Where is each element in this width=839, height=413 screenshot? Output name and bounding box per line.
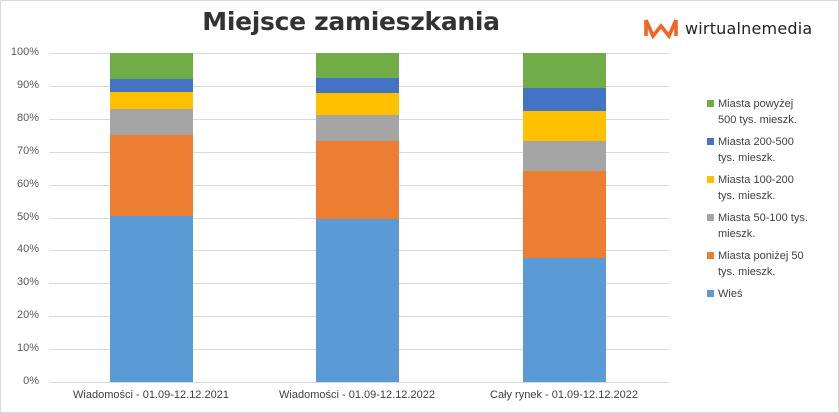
bar-segment: [523, 257, 606, 382]
legend-item-100-200k: Miasta 100-200 tys. mieszk.: [707, 172, 832, 204]
y-tick-label: 50%: [16, 211, 39, 223]
stacked-bar: [523, 52, 606, 382]
legend-label: 500 tys. mieszk.: [718, 114, 797, 126]
bar-segment: [110, 108, 193, 136]
legend-swatch-icon: [707, 252, 714, 259]
bar-segment: [110, 78, 193, 93]
legend-label: tys. mieszk.: [718, 266, 776, 278]
legend-label: Miasta 100-200: [718, 174, 794, 186]
y-tick-label: 60%: [16, 178, 39, 190]
legend-label: Miasta 200-500: [718, 136, 794, 148]
wirtualnemedia-logo: wirtualnemedia: [644, 14, 812, 42]
bar-segment: [316, 92, 399, 116]
legend-swatch-icon: [707, 176, 714, 183]
bar-segment: [316, 77, 399, 93]
y-tick-label: 20%: [16, 309, 39, 321]
x-axis-label: Cały rynek - 01.09-12.12.2022: [490, 389, 638, 401]
stacked-bar: [316, 52, 399, 382]
legend-label: Miasta 50-100 tys.: [718, 212, 808, 224]
bar-segment: [316, 140, 399, 219]
legend-item-below-50k: Miasta poniżej 50 tys. mieszk.: [707, 248, 832, 280]
legend-label: mieszk.: [718, 228, 756, 240]
legend-swatch-icon: [707, 290, 714, 297]
y-tick-label: 40%: [16, 243, 39, 255]
bar-segment: [523, 87, 606, 111]
legend-label: tys. mieszk.: [718, 152, 776, 164]
bar-segment: [523, 170, 606, 258]
bar-segment: [110, 134, 193, 216]
logo-text: wirtualnemedia: [685, 18, 813, 38]
wm-logo-icon: [644, 19, 678, 39]
y-tick-label: 70%: [16, 145, 39, 157]
stacked-bar: [110, 52, 193, 382]
legend-item-200-500k: Miasta 200-500 tys. mieszk.: [707, 134, 832, 166]
x-axis-label: Wiadomości - 01.09-12.12.2021: [73, 389, 229, 401]
legend-swatch-icon: [707, 138, 714, 145]
bar-segment: [110, 52, 193, 79]
legend-item-above-500k: Miasta powyżej 500 tys. mieszk.: [707, 96, 832, 128]
bar-segment: [316, 218, 399, 382]
bar-segment: [316, 114, 399, 141]
legend-swatch-icon: [707, 214, 714, 221]
legend-label: tys. mieszk.: [718, 190, 776, 202]
y-tick-label: 30%: [16, 276, 39, 288]
legend-swatch-icon: [707, 100, 714, 107]
bar-segment: [316, 52, 399, 79]
legend-label: Miasta poniżej 50: [718, 250, 804, 262]
bar-segment: [110, 215, 193, 382]
legend-label: Wieś: [718, 288, 743, 300]
y-tick-label: 80%: [16, 112, 39, 124]
y-tick-label: 0%: [23, 375, 39, 387]
chart-title: Miejsce zamieszkania: [202, 7, 500, 36]
legend-item-village: Wieś: [707, 286, 832, 302]
legend-label: Miasta powyżej: [718, 98, 794, 110]
gridline: [49, 382, 669, 383]
legend: Miasta powyżej 500 tys. mieszk. Miasta 2…: [707, 96, 832, 308]
bar-segment: [523, 52, 606, 89]
y-tick-label: 10%: [16, 342, 39, 354]
x-axis-label: Wiadomości - 01.09-12.12.2022: [279, 389, 435, 401]
y-tick-label: 90%: [16, 79, 39, 91]
y-tick-label: 100%: [10, 46, 39, 58]
bar-segment: [523, 140, 606, 172]
legend-item-50-100k: Miasta 50-100 tys. mieszk.: [707, 210, 832, 242]
bar-segment: [523, 110, 606, 141]
bar-segment: [110, 91, 193, 109]
